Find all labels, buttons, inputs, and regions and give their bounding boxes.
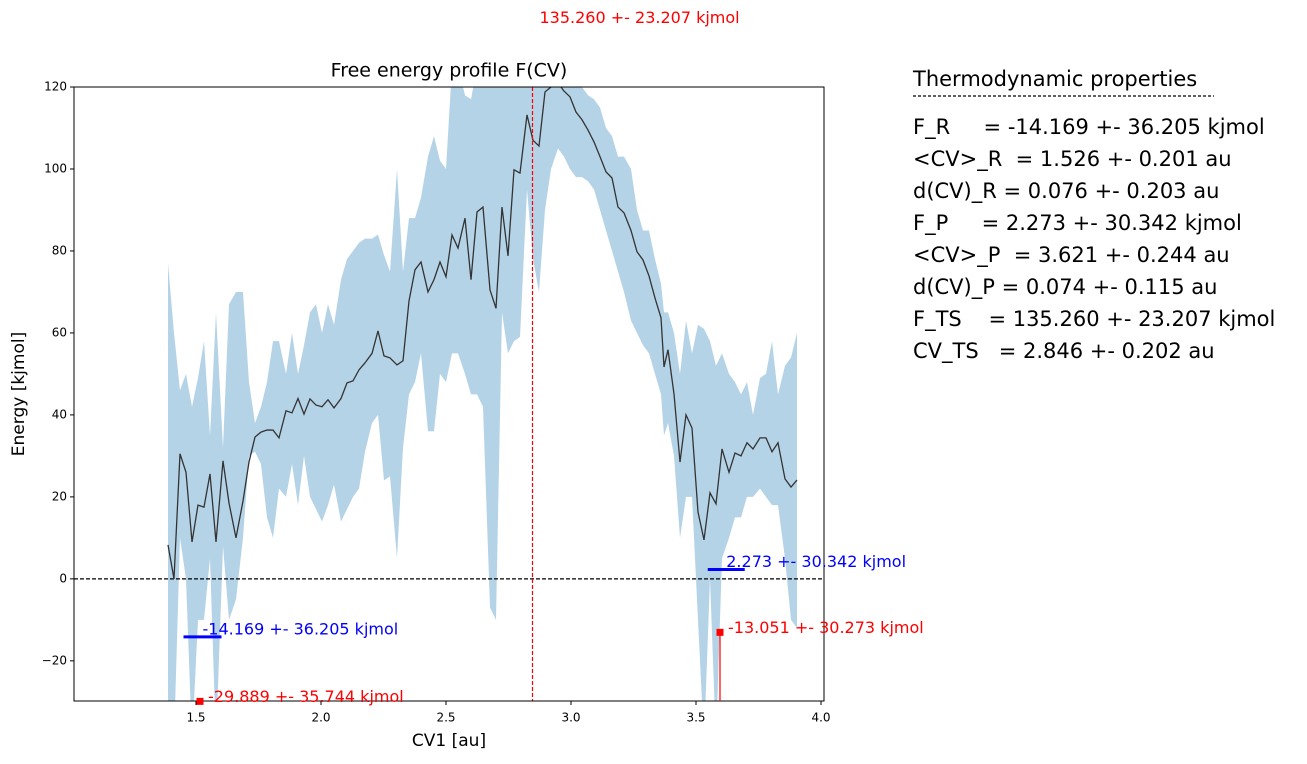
property-line: F_R = -14.169 +- 36.205 kjmol	[913, 115, 1265, 140]
y-tick-label: 20	[52, 489, 67, 503]
marker-label: -29.889 +- 35.744 kjmol	[208, 687, 404, 706]
x-tick-label: 3.0	[561, 711, 580, 725]
y-tick-label: 0	[59, 571, 67, 585]
x-tick-label: 3.5	[686, 711, 705, 725]
energy-line	[167, 87, 798, 579]
x-tick-label: 4.0	[811, 711, 830, 725]
error-band	[168, 87, 797, 701]
x-tick-label: 2.5	[436, 711, 455, 725]
x-tick-label: 1.5	[186, 711, 205, 725]
x-tick-label: 2.0	[311, 711, 330, 725]
plot-layer	[74, 87, 824, 701]
property-line: F_P = 2.273 +- 30.342 kjmol	[913, 211, 1242, 236]
y-axis-label: Energy [kjmol]	[9, 332, 29, 456]
marker	[196, 697, 204, 705]
y-tick-label: 80	[52, 243, 67, 257]
y-tick-label: 40	[52, 407, 67, 421]
y-tick-label: 120	[44, 80, 67, 94]
x-axis-label: CV1 [au]	[412, 731, 486, 751]
marker-label: -13.051 +- 30.273 kjmol	[728, 618, 924, 637]
overlay-layer: 1.5 2.0 2.5 3.0 3.5 4.0 −20 0 20 40 60 80 100 120 135.…	[42, 8, 1276, 725]
ts-label: 135.260 +- 23.207 kjmol	[540, 8, 740, 27]
property-line: <CV>_P = 3.621 +- 0.244 au	[913, 243, 1230, 268]
marker	[716, 628, 724, 636]
property-line: <CV>_R = 1.526 +- 0.201 au	[913, 147, 1232, 172]
y-tick-label: 60	[52, 325, 67, 339]
property-line: CV_TS = 2.846 +- 0.202 au	[913, 339, 1215, 364]
axes-frame	[73, 86, 825, 702]
property-line: d(CV)_R = 0.076 +- 0.203 au	[913, 179, 1219, 204]
y-tick-label: 100	[44, 161, 67, 175]
properties-title: Thermodynamic properties	[912, 67, 1197, 91]
property-line: d(CV)_P = 0.074 +- 0.115 au	[913, 275, 1217, 300]
y-tick-label: −20	[42, 653, 67, 667]
chart-title: Free energy profile F(CV)	[331, 60, 568, 82]
property-line: F_TS = 135.260 +- 23.207 kjmol	[913, 307, 1275, 332]
level-label: -14.169 +- 36.205 kjmol	[203, 619, 399, 638]
level-label: 2.273 +- 30.342 kjmol	[726, 552, 906, 571]
